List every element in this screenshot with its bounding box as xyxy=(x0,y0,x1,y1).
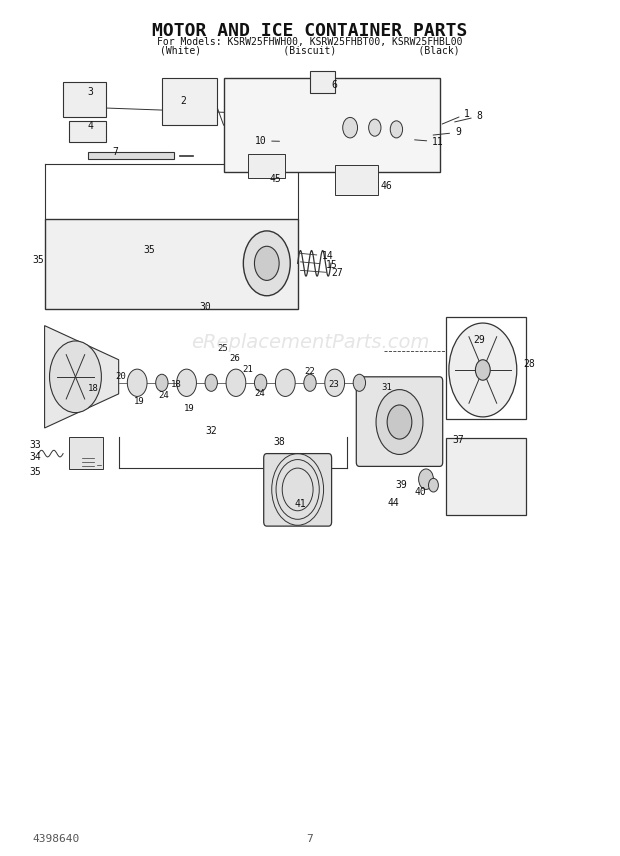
Circle shape xyxy=(275,369,295,396)
Text: 28: 28 xyxy=(523,359,534,369)
Circle shape xyxy=(376,389,423,455)
Text: 10: 10 xyxy=(254,136,280,146)
FancyBboxPatch shape xyxy=(69,437,104,469)
Text: 31: 31 xyxy=(381,383,392,391)
Text: 9: 9 xyxy=(433,128,461,137)
Circle shape xyxy=(353,374,366,391)
FancyBboxPatch shape xyxy=(63,82,106,116)
Text: 45: 45 xyxy=(270,175,281,184)
Text: 20: 20 xyxy=(115,372,126,381)
Polygon shape xyxy=(88,152,174,159)
FancyBboxPatch shape xyxy=(69,121,106,142)
Text: (White)              (Biscuit)              (Black): (White) (Biscuit) (Black) xyxy=(160,46,460,56)
Text: 22: 22 xyxy=(304,367,314,377)
Text: 8: 8 xyxy=(454,111,482,122)
Circle shape xyxy=(243,231,290,296)
FancyBboxPatch shape xyxy=(264,454,332,526)
Circle shape xyxy=(418,469,433,490)
Text: 2: 2 xyxy=(180,96,186,106)
Text: 41: 41 xyxy=(294,499,306,509)
FancyBboxPatch shape xyxy=(310,71,335,92)
Text: 37: 37 xyxy=(452,435,464,444)
Circle shape xyxy=(428,479,438,492)
Text: 30: 30 xyxy=(199,302,211,312)
Circle shape xyxy=(387,405,412,439)
Text: 7: 7 xyxy=(307,835,313,844)
Text: 24: 24 xyxy=(254,389,265,398)
Text: 25: 25 xyxy=(218,344,228,354)
Text: 27: 27 xyxy=(301,268,343,278)
Text: 24: 24 xyxy=(159,391,169,400)
Text: 4398640: 4398640 xyxy=(32,835,79,844)
Circle shape xyxy=(205,374,218,391)
Text: For Models: KSRW25FHWH00, KSRW25FHBT00, KSRW25FHBL00: For Models: KSRW25FHWH00, KSRW25FHBT00, … xyxy=(157,38,463,47)
Text: 3: 3 xyxy=(88,87,94,98)
FancyBboxPatch shape xyxy=(248,154,285,178)
Text: 35: 35 xyxy=(143,245,155,255)
FancyBboxPatch shape xyxy=(224,78,440,172)
Text: 18: 18 xyxy=(171,380,182,389)
Text: 44: 44 xyxy=(387,498,399,508)
Circle shape xyxy=(449,323,516,417)
Text: 4: 4 xyxy=(88,122,94,131)
Text: eReplacementParts.com: eReplacementParts.com xyxy=(191,333,429,352)
Circle shape xyxy=(343,117,358,138)
FancyBboxPatch shape xyxy=(162,78,218,125)
Text: 21: 21 xyxy=(242,365,253,374)
FancyBboxPatch shape xyxy=(356,377,443,467)
Polygon shape xyxy=(45,325,118,428)
Text: 35: 35 xyxy=(32,255,44,265)
Circle shape xyxy=(254,247,279,281)
Circle shape xyxy=(369,119,381,136)
Text: 38: 38 xyxy=(273,437,285,447)
Circle shape xyxy=(226,369,246,396)
Text: 6: 6 xyxy=(332,80,337,91)
Text: 29: 29 xyxy=(474,335,485,345)
Circle shape xyxy=(177,369,197,396)
Circle shape xyxy=(325,369,345,396)
Text: 33: 33 xyxy=(29,440,41,449)
Text: 40: 40 xyxy=(415,486,427,496)
Text: 11: 11 xyxy=(415,137,444,146)
Circle shape xyxy=(127,369,147,396)
Circle shape xyxy=(156,374,168,391)
Circle shape xyxy=(304,374,316,391)
Circle shape xyxy=(50,341,102,413)
Text: 14: 14 xyxy=(301,251,334,261)
Text: 19: 19 xyxy=(134,397,145,406)
Circle shape xyxy=(476,360,490,380)
Text: 46: 46 xyxy=(381,181,392,191)
Text: 7: 7 xyxy=(112,147,118,157)
FancyBboxPatch shape xyxy=(446,438,526,515)
Circle shape xyxy=(254,374,267,391)
Text: 1: 1 xyxy=(442,109,470,124)
Circle shape xyxy=(390,121,402,138)
Text: MOTOR AND ICE CONTAINER PARTS: MOTOR AND ICE CONTAINER PARTS xyxy=(153,22,467,40)
Text: 15: 15 xyxy=(301,259,337,270)
Text: 35: 35 xyxy=(29,467,41,477)
Text: 23: 23 xyxy=(329,380,339,389)
Text: 26: 26 xyxy=(230,354,241,364)
Text: 34: 34 xyxy=(29,453,41,462)
Polygon shape xyxy=(45,219,298,308)
FancyBboxPatch shape xyxy=(335,165,378,195)
Text: 32: 32 xyxy=(205,426,217,436)
Text: 19: 19 xyxy=(184,404,194,413)
Text: 18: 18 xyxy=(88,384,99,393)
Text: 39: 39 xyxy=(395,479,407,490)
